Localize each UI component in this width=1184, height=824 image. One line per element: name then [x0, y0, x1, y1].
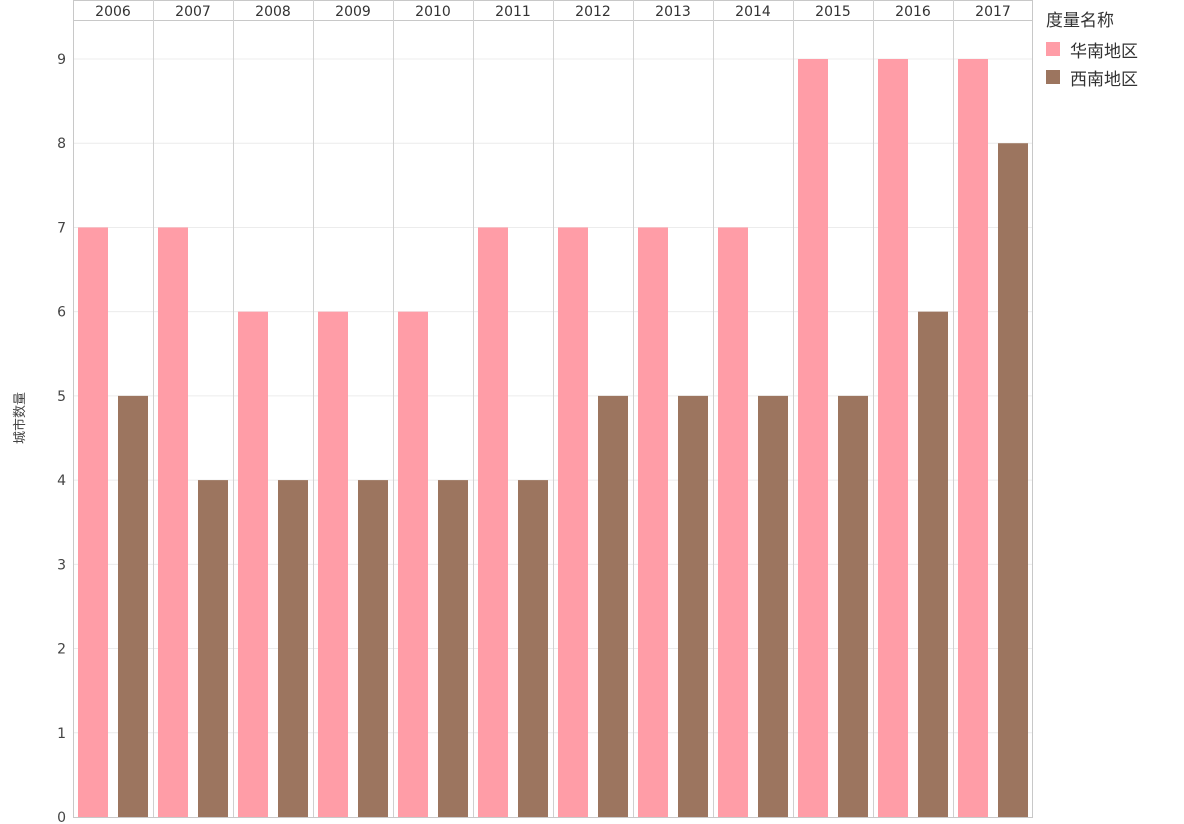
- y-tick-label: 2: [57, 642, 66, 658]
- bar-southwest[interactable]: [598, 395, 628, 817]
- year-label: 2014: [735, 4, 771, 20]
- y-tick-label: 0: [57, 810, 66, 824]
- y-axis-label: 城市数量: [12, 392, 28, 444]
- y-tick-label: 4: [57, 473, 66, 489]
- bar-southwest[interactable]: [518, 480, 548, 817]
- year-label: 2012: [575, 4, 611, 20]
- year-label: 2016: [895, 4, 931, 20]
- legend: 度量名称 华南地区 西南地区: [1046, 6, 1138, 91]
- bar-southwest[interactable]: [438, 480, 468, 817]
- y-tick-label: 1: [57, 726, 66, 742]
- y-tick-label: 6: [57, 305, 66, 321]
- bar-southwest[interactable]: [838, 395, 868, 817]
- bar-south-china[interactable]: [158, 227, 188, 817]
- y-tick-label: 5: [57, 389, 66, 405]
- year-label: 2007: [175, 4, 211, 20]
- year-label: 2011: [495, 4, 531, 20]
- bar-south-china[interactable]: [638, 227, 668, 817]
- bar-southwest[interactable]: [278, 480, 308, 817]
- bar-southwest[interactable]: [998, 143, 1028, 817]
- bar-south-china[interactable]: [558, 227, 588, 817]
- year-label: 2008: [255, 4, 291, 20]
- year-label: 2015: [815, 4, 851, 20]
- bar-southwest[interactable]: [118, 395, 148, 817]
- bar-south-china[interactable]: [478, 227, 508, 817]
- year-label: 2013: [655, 4, 691, 20]
- bar-south-china[interactable]: [958, 59, 988, 817]
- bar-southwest[interactable]: [918, 311, 948, 817]
- legend-item-south-china[interactable]: 华南地区: [1046, 35, 1138, 63]
- legend-swatch: [1046, 42, 1060, 56]
- y-tick-label: 7: [57, 220, 66, 236]
- bar-southwest[interactable]: [198, 480, 228, 817]
- year-label: 2009: [335, 4, 371, 20]
- legend-item-southwest[interactable]: 西南地区: [1046, 63, 1138, 91]
- year-header: 2006 2007 2008 2009 2010 2011 2012 2013 2014 2015…: [95, 4, 1011, 20]
- bar-south-china[interactable]: [398, 311, 428, 817]
- bar-south-china[interactable]: [878, 59, 908, 817]
- legend-title: 度量名称: [1046, 11, 1114, 31]
- year-label: 2010: [415, 4, 451, 20]
- bar-south-china[interactable]: [798, 59, 828, 817]
- bar-southwest[interactable]: [678, 395, 708, 817]
- y-tick-label: 9: [57, 52, 66, 68]
- bar-southwest[interactable]: [358, 480, 388, 817]
- legend-label: 西南地区: [1070, 69, 1138, 90]
- bar-south-china[interactable]: [318, 311, 348, 817]
- year-label: 2006: [95, 4, 131, 20]
- bar-southwest[interactable]: [758, 395, 788, 817]
- bar-south-china[interactable]: [238, 311, 268, 817]
- bars: [78, 59, 1028, 817]
- y-tick-label: 8: [57, 136, 66, 152]
- legend-swatch: [1046, 70, 1060, 84]
- year-label: 2017: [975, 4, 1011, 20]
- bar-south-china[interactable]: [78, 227, 108, 817]
- legend-label: 华南地区: [1070, 41, 1138, 62]
- year-panels: [73, 0, 1033, 818]
- bar-south-china[interactable]: [718, 227, 748, 817]
- y-axis: 0 1 2 3 4 5 6 7 8 9: [57, 52, 66, 824]
- y-tick-label: 3: [57, 557, 66, 573]
